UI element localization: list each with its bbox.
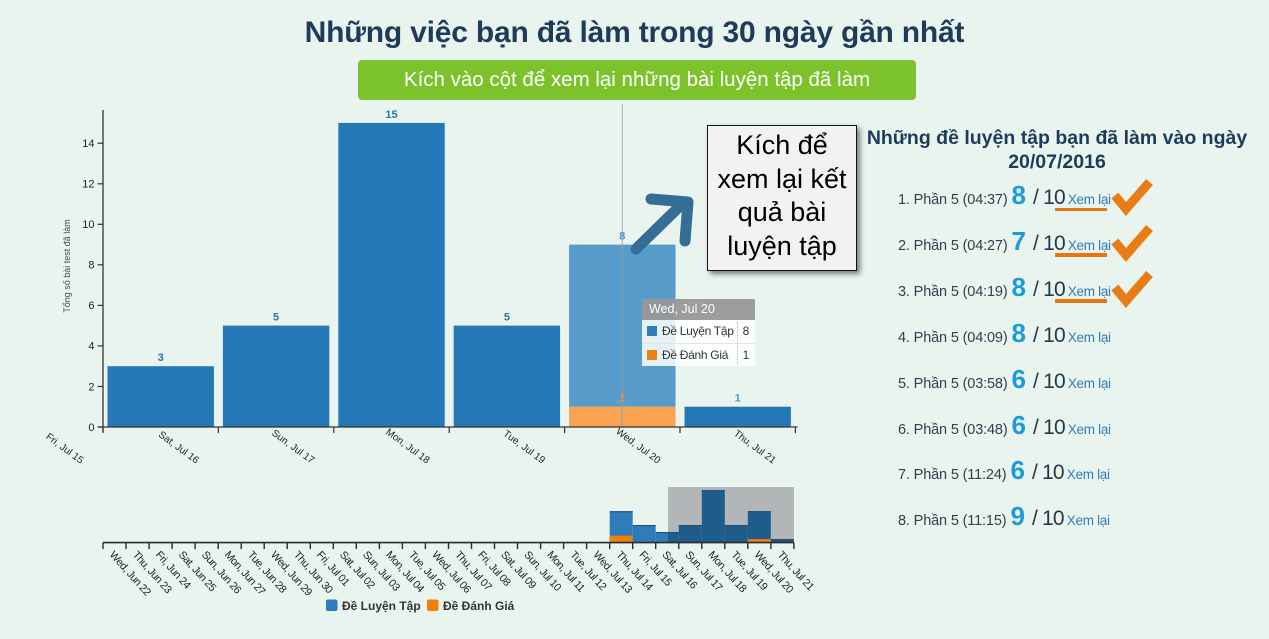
svg-text:0: 0	[88, 422, 94, 434]
svg-text:3: 3	[158, 352, 164, 364]
svg-text:Tổng số bài test đã làm: Tổng số bài test đã làm	[62, 219, 72, 313]
svg-text:8: 8	[619, 231, 625, 243]
svg-text:5: 5	[273, 312, 279, 324]
svg-text:10: 10	[82, 219, 94, 231]
svg-text:Thu, Jul 21: Thu, Jul 21	[731, 428, 778, 467]
svg-text:1: 1	[619, 393, 625, 405]
svg-text:Fri, Jul 15: Fri, Jul 15	[43, 431, 85, 466]
svg-text:Sun, Jul 17: Sun, Jul 17	[269, 428, 316, 467]
svg-text:14: 14	[82, 138, 94, 150]
svg-text:Wed, Jul 20: Wed, Jul 20	[613, 426, 662, 466]
svg-text:4: 4	[88, 341, 94, 353]
svg-text:2: 2	[88, 381, 94, 393]
svg-text:Đề Đánh Giá: Đề Đánh Giá	[443, 599, 515, 613]
svg-text:8: 8	[88, 260, 94, 272]
svg-text:5: 5	[504, 312, 510, 324]
svg-text:15: 15	[385, 109, 397, 121]
svg-text:12: 12	[82, 179, 94, 191]
svg-text:1: 1	[735, 393, 741, 405]
svg-text:Sat, Jul 16: Sat, Jul 16	[156, 429, 201, 466]
svg-text:6: 6	[88, 300, 94, 312]
svg-text:Đề Luyện Tập: Đề Luyện Tập	[342, 599, 421, 613]
svg-text:Mon, Jul 18: Mon, Jul 18	[383, 427, 431, 467]
svg-text:Tue, Jul 19: Tue, Jul 19	[501, 428, 547, 466]
